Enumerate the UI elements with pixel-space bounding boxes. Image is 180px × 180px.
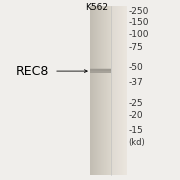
Bar (104, 6, 105, 175)
Bar (110, 6, 111, 175)
Bar (90, 6, 91, 175)
Bar (124, 6, 125, 175)
Bar (108, 6, 109, 175)
Bar (113, 6, 114, 175)
Bar (120, 6, 121, 175)
Bar (103, 6, 104, 175)
Bar (126, 6, 127, 175)
Text: REC8: REC8 (16, 65, 49, 78)
Text: -75: -75 (129, 43, 143, 52)
Bar (103, 6, 104, 175)
Bar (96, 6, 97, 175)
Text: (kd): (kd) (129, 138, 145, 147)
Bar (90, 69, 111, 71)
Bar (125, 6, 126, 175)
Text: -100: -100 (129, 30, 149, 39)
Bar (123, 6, 124, 175)
Text: -50: -50 (129, 63, 143, 72)
Text: -25: -25 (129, 99, 143, 108)
Bar (111, 6, 112, 175)
Bar (98, 6, 99, 175)
Bar (114, 6, 115, 175)
Text: -150: -150 (129, 18, 149, 27)
Bar (93, 6, 94, 175)
Bar (97, 6, 98, 175)
Text: -37: -37 (129, 78, 143, 87)
Bar (119, 6, 120, 175)
Text: -15: -15 (129, 126, 143, 135)
Text: K562: K562 (85, 3, 108, 12)
Bar (90, 69, 111, 73)
Bar (107, 6, 108, 175)
Bar (122, 6, 123, 175)
Bar (112, 6, 113, 175)
Bar (94, 6, 95, 175)
Bar (116, 6, 117, 175)
Bar (95, 6, 96, 175)
Bar (100, 6, 101, 175)
Bar (99, 6, 100, 175)
Bar (102, 6, 103, 175)
Text: -250: -250 (129, 7, 149, 16)
Bar (90, 71, 111, 73)
Text: -20: -20 (129, 111, 143, 120)
Bar (121, 6, 122, 175)
Bar (106, 6, 107, 175)
Bar (109, 6, 110, 175)
Bar (91, 6, 92, 175)
Bar (117, 6, 118, 175)
Bar (92, 6, 93, 175)
Bar (90, 68, 111, 70)
Bar (118, 6, 119, 175)
Bar (101, 6, 102, 175)
Bar (115, 6, 116, 175)
Bar (105, 6, 106, 175)
